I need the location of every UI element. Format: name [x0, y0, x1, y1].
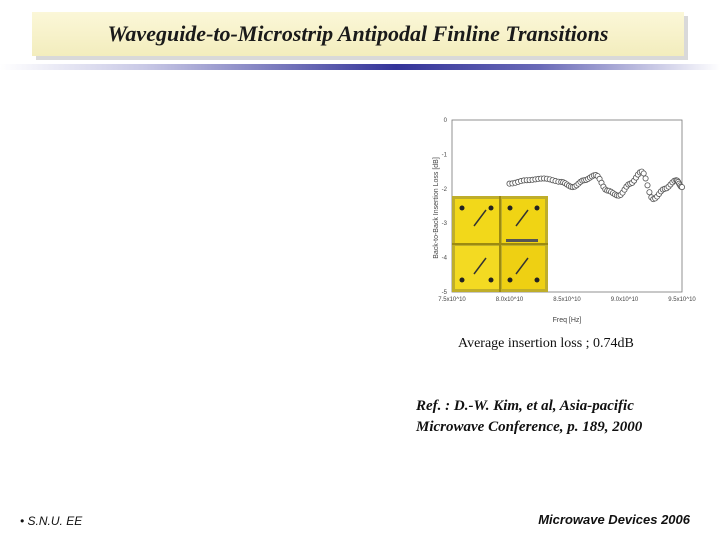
y-tick-label: -1 — [442, 152, 448, 158]
x-tick-label: 8.0x10^10 — [496, 297, 524, 303]
reference-line-2: Microwave Conference, p. 189, 2000 — [416, 419, 643, 435]
y-tick-label: -3 — [442, 221, 448, 227]
data-point — [644, 182, 651, 189]
reference-citation: Ref. : D.-W. Kim, et al, Asia-pacific Mi… — [416, 396, 706, 438]
x-tick-label: 9.0x10^10 — [611, 297, 639, 303]
footer-left: • S.N.U. EE — [20, 514, 83, 528]
x-axis-label: Freq [Hz] — [553, 317, 582, 324]
y-tick-label: -2 — [442, 187, 448, 193]
reference-line-1: Ref. : D.-W. Kim, et al, Asia-pacific — [416, 398, 634, 414]
y-tick-label: -4 — [442, 256, 448, 262]
insertion-loss-chart: 0 -1 -2 -3 -4 -5 7.5x10^10 8.0x10^10 8.5x10^10 9… — [433, 118, 696, 324]
y-tick-label: -5 — [442, 290, 448, 296]
x-tick-label: 8.5x10^10 — [553, 297, 581, 303]
fixture-photo — [452, 196, 548, 292]
y-axis-label: Back-to-Back Insertion Loss [dB] — [433, 157, 440, 259]
y-tick-label: 0 — [444, 118, 448, 124]
insertion-loss-figure: 0 -1 -2 -3 -4 -5 7.5x10^10 8.0x10^10 8.5x10^10 9… — [412, 108, 712, 330]
data-point — [678, 184, 685, 191]
slide-title: Waveguide-to-Microstrip Antipodal Finlin… — [107, 21, 609, 46]
data-point — [642, 175, 649, 182]
title-box: Waveguide-to-Microstrip Antipodal Finlin… — [32, 12, 684, 56]
title-divider — [0, 64, 720, 70]
footer-course: Microwave Devices 2006 — [538, 512, 690, 527]
data-point — [646, 189, 653, 196]
x-tick-label: 7.5x10^10 — [438, 297, 466, 303]
x-tick-label: 9.5x10^10 — [668, 297, 696, 303]
footer-affiliation: S.N.U. EE — [27, 514, 83, 528]
figure-caption: Average insertion loss ; 0.74dB — [458, 336, 634, 351]
data-point — [640, 170, 647, 177]
